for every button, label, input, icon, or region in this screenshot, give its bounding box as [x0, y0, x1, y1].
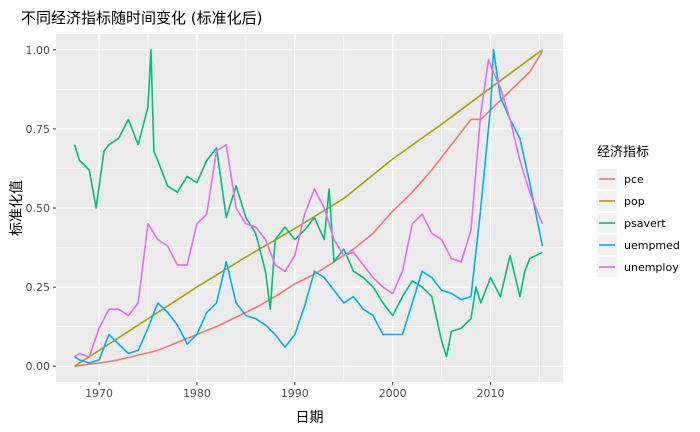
- y-tick-label: 0.75: [26, 123, 51, 136]
- legend: 经济指标 pce pop psavert uempmed unemploy: [597, 145, 680, 277]
- series-line-pop: [74, 49, 543, 367]
- series-layer: [73, 48, 544, 367]
- y-axis: 0.00 0.25 0.50 0.75 1.00: [26, 44, 56, 373]
- x-tick-label: 2010: [477, 387, 505, 400]
- x-axis: 1970 1980 1990 2000 2010: [85, 382, 505, 400]
- x-tick-label: 1990: [281, 387, 309, 400]
- series-line-pce: [74, 50, 544, 367]
- legend-label-uempmed: uempmed: [624, 239, 680, 252]
- x-tick-label: 1970: [85, 387, 113, 400]
- series-line-uempmed: [74, 48, 544, 364]
- y-axis-title: 标准化值: [9, 180, 25, 236]
- series-line-unemploy: [74, 58, 544, 358]
- x-axis-title: 日期: [296, 410, 324, 426]
- y-tick-label: 0.00: [26, 360, 51, 373]
- series-line-psavert: [73, 48, 543, 358]
- legend-label-pce: pce: [624, 173, 644, 186]
- x-tick-label: 1980: [183, 387, 211, 400]
- legend-label-pop: pop: [624, 195, 645, 208]
- y-tick-label: 1.00: [26, 44, 51, 57]
- x-tick-label: 2000: [379, 387, 407, 400]
- legend-label-psavert: psavert: [624, 217, 666, 230]
- y-tick-label: 0.25: [26, 281, 51, 294]
- legend-title: 经济指标: [597, 145, 649, 160]
- y-tick-label: 0.50: [26, 202, 51, 215]
- legend-label-unemploy: unemploy: [624, 261, 679, 274]
- chart-title: 不同经济指标随时间变化 (标准化后): [21, 9, 262, 27]
